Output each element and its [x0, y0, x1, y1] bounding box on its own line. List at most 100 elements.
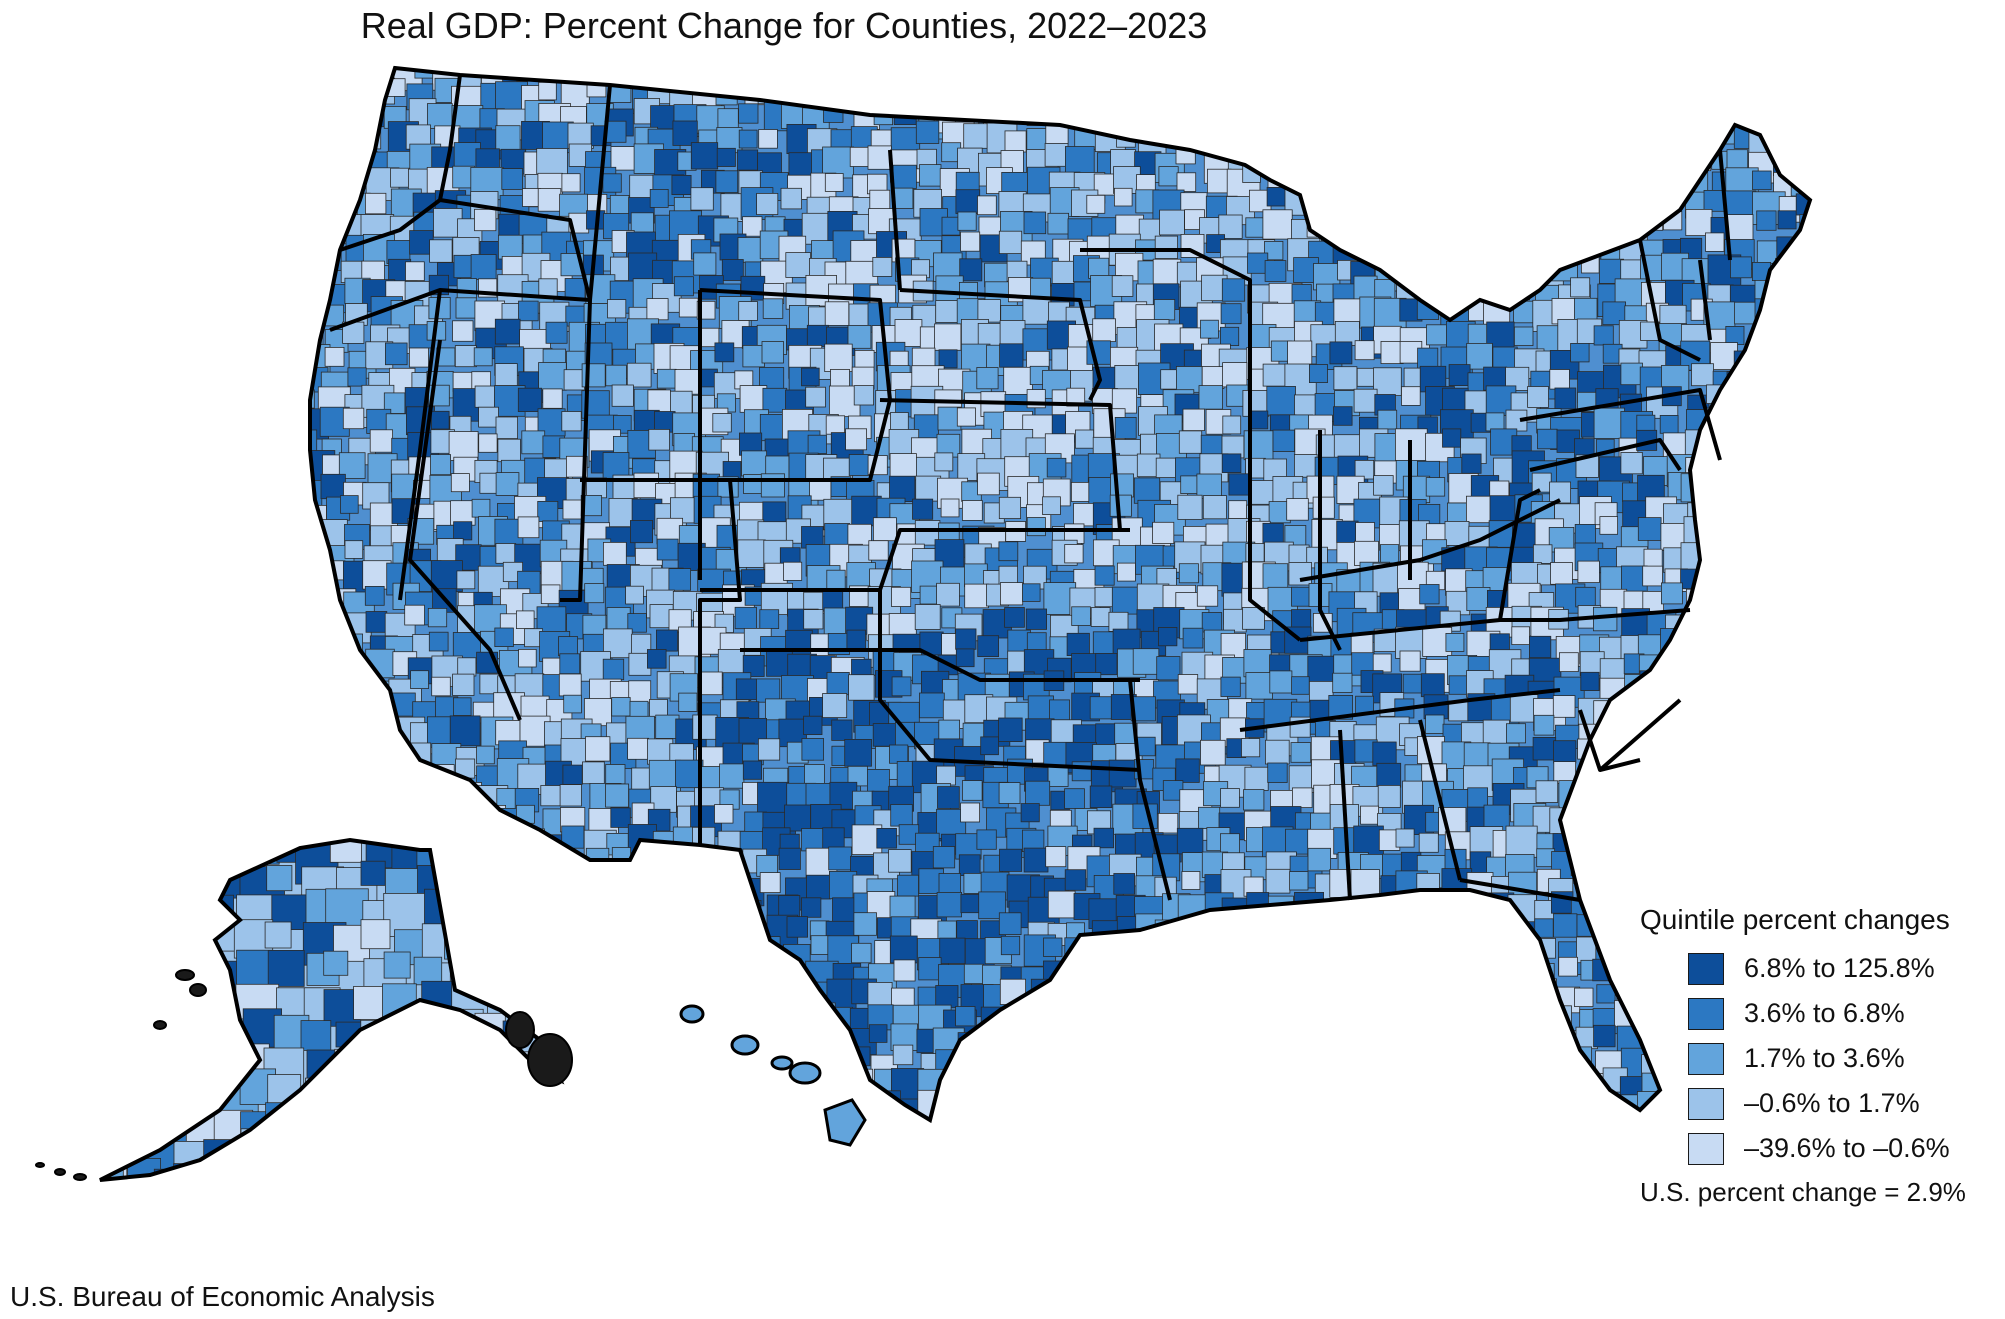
county-cell	[321, 1112, 349, 1120]
county-cell	[624, 1067, 647, 1089]
county-cell	[1417, 347, 1439, 369]
county-cell	[1778, 630, 1800, 652]
county-cell	[1637, 150, 1660, 173]
county-cell	[1794, 789, 1810, 811]
county-cell	[494, 627, 514, 648]
county-cell	[310, 235, 327, 258]
county-cell	[715, 894, 747, 926]
county-cell	[367, 1090, 398, 1120]
county-cell	[1221, 453, 1242, 473]
county-cell	[1574, 987, 1594, 1007]
county-cell	[1794, 564, 1810, 596]
county-cell	[1130, 1050, 1163, 1083]
county-cell	[938, 719, 960, 742]
county-cell	[300, 1020, 332, 1051]
county-cell	[344, 695, 367, 719]
county-cell	[1823, 807, 1854, 838]
county-cell	[1469, 943, 1490, 964]
county-cell	[1793, 606, 1810, 634]
county-cell	[1162, 1045, 1187, 1070]
county-cell	[1443, 99, 1472, 128]
county-cell	[478, 433, 498, 453]
county-cell	[324, 346, 345, 367]
county-cell	[537, 922, 560, 959]
county-cell	[1800, 548, 1810, 577]
county-cell	[1200, 129, 1220, 149]
county-cell	[1139, 1093, 1167, 1120]
county-cell	[321, 170, 344, 193]
county-cell	[1681, 846, 1701, 866]
county-cell	[1308, 1025, 1330, 1048]
county-cell	[1581, 169, 1603, 192]
county-cell	[1537, 428, 1558, 450]
county-cell	[425, 1021, 456, 1052]
county-cell	[1823, 830, 1850, 857]
county-cell	[1222, 362, 1248, 388]
county-cell	[1708, 654, 1728, 674]
county-cell	[1733, 523, 1765, 555]
county-cell	[714, 872, 749, 907]
county-cell	[1220, 788, 1240, 808]
county-cell	[1816, 126, 1848, 158]
county-cell	[715, 170, 739, 194]
county-cell	[1178, 430, 1203, 454]
county-cell	[964, 1066, 996, 1099]
county-cell	[1185, 1009, 1209, 1034]
county-cell	[1043, 937, 1063, 957]
county-cell	[458, 1090, 484, 1117]
county-cell	[826, 672, 850, 696]
county-cell	[184, 892, 222, 930]
county-cell	[717, 108, 739, 130]
county-cell	[761, 1032, 789, 1060]
county-cell	[1753, 587, 1775, 609]
county-cell	[1044, 1114, 1072, 1120]
county-cell	[919, 692, 945, 719]
county-cell	[822, 827, 845, 850]
county-cell	[1637, 106, 1670, 139]
county-cell	[1712, 873, 1743, 904]
county-cell	[742, 216, 763, 237]
county-cell	[1377, 785, 1401, 808]
county-cell	[344, 540, 364, 559]
county-cell	[1625, 764, 1656, 796]
county-cell	[625, 1098, 647, 1120]
county-cell	[1595, 892, 1620, 917]
county-cell	[876, 828, 897, 849]
county-cell	[1778, 740, 1810, 772]
county-cell	[1092, 1093, 1112, 1114]
county-cell	[1600, 828, 1626, 854]
county-cell	[1799, 741, 1810, 772]
county-cell	[386, 1100, 415, 1129]
county-cell	[208, 840, 235, 865]
legend-title: Quintile percent changes	[1640, 904, 1950, 935]
county-cell	[329, 840, 362, 863]
county-cell	[806, 874, 831, 900]
county-cell	[1244, 766, 1269, 791]
county-cell	[695, 1088, 726, 1120]
county-cell	[1467, 104, 1490, 126]
county-cell	[606, 607, 631, 632]
county-cell	[383, 951, 411, 979]
county-cell	[1333, 406, 1353, 426]
county-cell	[1399, 1006, 1424, 1031]
county-cell	[806, 68, 833, 87]
county-cell	[1048, 1093, 1069, 1115]
county-cell	[430, 1030, 456, 1056]
county-cell	[1092, 318, 1116, 342]
county-cell	[1382, 1074, 1416, 1109]
county-cell	[342, 407, 365, 430]
county-cell	[1133, 477, 1161, 504]
county-cell	[1439, 125, 1462, 147]
county-cell	[737, 237, 764, 263]
county-cell	[471, 498, 491, 518]
county-cell	[1264, 240, 1284, 261]
county-cell	[1250, 964, 1270, 984]
county-cell	[1442, 428, 1462, 448]
county-cell	[1730, 437, 1751, 458]
county-cell	[562, 764, 583, 785]
county-cell	[1795, 79, 1810, 106]
county-cell	[1658, 146, 1690, 178]
county-cell	[1680, 68, 1705, 80]
county-cell	[449, 1074, 488, 1113]
county-cell	[470, 1028, 497, 1055]
